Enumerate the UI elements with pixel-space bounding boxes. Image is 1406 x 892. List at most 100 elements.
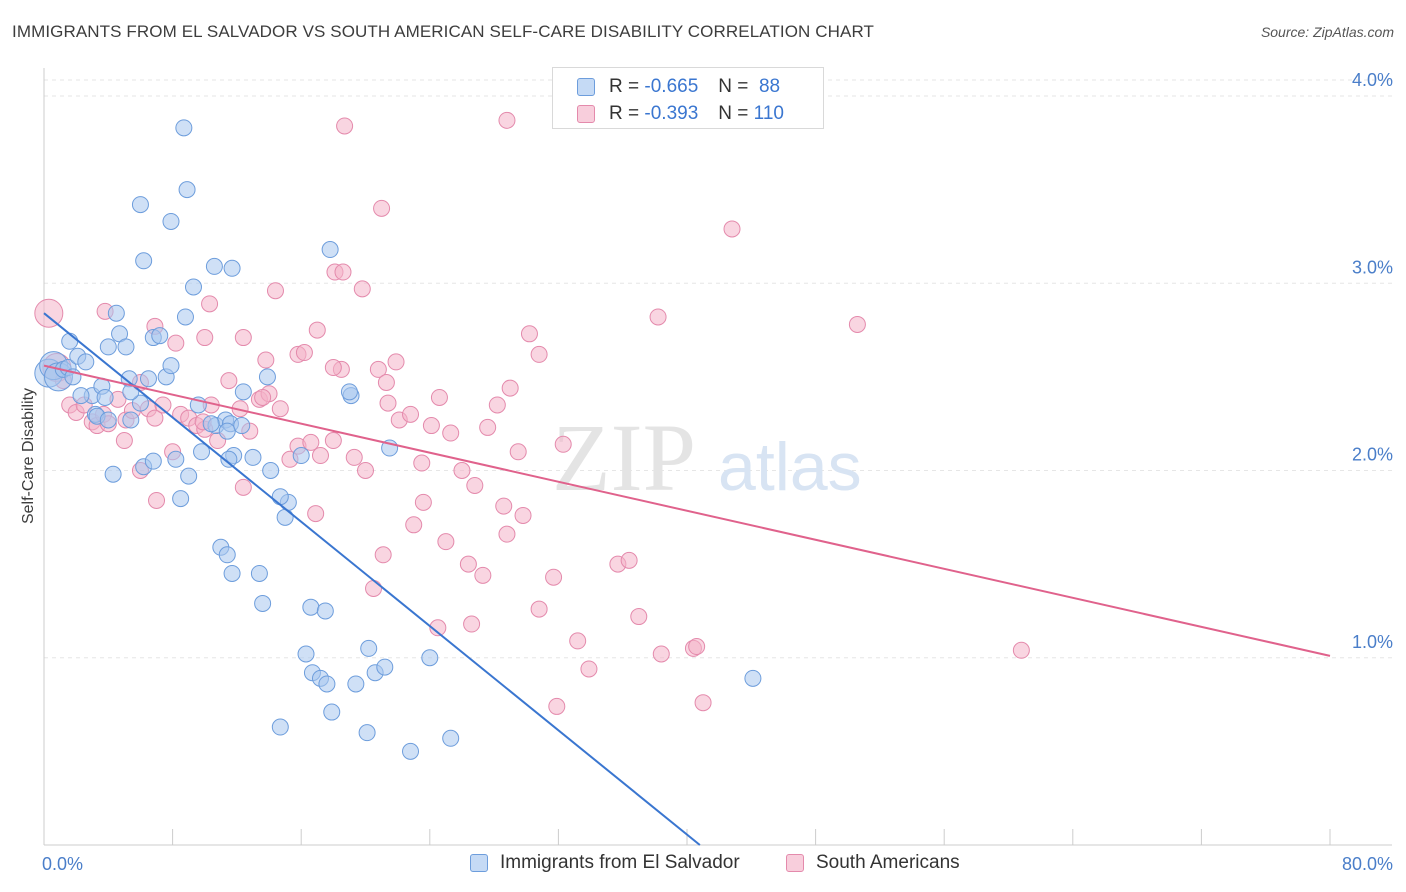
south-americans-point bbox=[220, 372, 238, 390]
trend-lines bbox=[43, 312, 1331, 846]
el-salvador-point bbox=[122, 411, 140, 429]
south-americans-point bbox=[308, 321, 326, 339]
legend-swatch-blue bbox=[577, 78, 595, 96]
x-tick-label: 0.0% bbox=[42, 854, 83, 874]
south-americans-point bbox=[345, 448, 363, 466]
south-americans-point bbox=[723, 220, 741, 238]
el-salvador-point bbox=[360, 639, 378, 657]
series-swatch-pink bbox=[786, 854, 804, 872]
el-salvador-point bbox=[234, 383, 252, 401]
el-salvador-trend-line bbox=[43, 312, 701, 846]
el-salvador-point bbox=[347, 675, 365, 693]
el-salvador-point bbox=[262, 462, 280, 479]
el-salvador-point bbox=[184, 278, 202, 296]
south-americans-point bbox=[545, 568, 563, 586]
south-americans-point bbox=[463, 615, 481, 633]
el-salvador-point bbox=[318, 675, 336, 693]
el-salvador-point bbox=[107, 304, 125, 322]
el-salvador-point bbox=[276, 508, 294, 526]
south-americans-point bbox=[422, 417, 440, 435]
south-americans-point bbox=[373, 199, 391, 217]
south-americans-points bbox=[34, 111, 1030, 715]
south-americans-point bbox=[554, 435, 572, 453]
south-americans-point bbox=[377, 373, 395, 391]
south-americans-point bbox=[498, 111, 516, 129]
el-salvador-point bbox=[167, 450, 185, 468]
south-americans-point bbox=[474, 566, 492, 584]
legend-n-label: N = bbox=[718, 103, 749, 124]
el-salvador-point bbox=[175, 119, 193, 137]
south-americans-point bbox=[374, 546, 392, 564]
legend-row-el-salvador: R = -0.665 N = 88 bbox=[577, 76, 780, 98]
south-americans-point bbox=[148, 491, 166, 509]
el-salvador-point bbox=[254, 594, 272, 612]
south-americans-point bbox=[466, 476, 484, 494]
el-salvador-point bbox=[258, 368, 276, 386]
el-salvador-point bbox=[271, 718, 289, 736]
el-salvador-point bbox=[117, 338, 135, 356]
south-americans-point bbox=[580, 660, 598, 678]
south-americans-point bbox=[254, 388, 272, 406]
el-salvador-point bbox=[316, 602, 334, 620]
south-americans-point bbox=[167, 334, 185, 352]
axes bbox=[43, 68, 1392, 846]
el-salvador-point bbox=[205, 257, 223, 275]
chart-title: IMMIGRANTS FROM EL SALVADOR VS SOUTH AME… bbox=[12, 22, 875, 41]
south-americans-point bbox=[498, 525, 516, 543]
el-salvador-point bbox=[172, 490, 190, 508]
south-americans-point bbox=[509, 443, 527, 461]
el-salvador-point bbox=[250, 564, 268, 582]
watermark-zip: ZIP bbox=[552, 404, 696, 511]
el-salvador-point bbox=[220, 450, 238, 468]
el-salvador-points bbox=[34, 119, 762, 760]
south-americans-point bbox=[234, 478, 252, 496]
y-tick-label: 4.0% bbox=[1352, 70, 1393, 90]
legend-row-south-americans: R = -0.393 N = 110 bbox=[577, 103, 784, 125]
el-salvador-point bbox=[233, 417, 251, 435]
gridlines bbox=[44, 79, 1392, 659]
south-americans-point bbox=[257, 351, 275, 369]
south-americans-point bbox=[334, 263, 352, 281]
legend-swatch-pink bbox=[577, 105, 595, 123]
south-americans-point bbox=[34, 298, 64, 328]
south-americans-point bbox=[437, 533, 455, 551]
south-americans-point bbox=[295, 344, 313, 362]
south-americans-point bbox=[336, 117, 354, 135]
series-legend-south-americans: South Americans bbox=[786, 852, 960, 874]
south-americans-point bbox=[694, 694, 712, 712]
south-americans-point bbox=[357, 462, 374, 479]
y-tick-label: 3.0% bbox=[1352, 257, 1393, 277]
south-americans-point bbox=[154, 396, 172, 414]
south-americans-point bbox=[620, 551, 638, 569]
south-americans-point bbox=[307, 505, 325, 523]
south-americans-point bbox=[387, 353, 405, 371]
el-salvador-point bbox=[442, 729, 460, 747]
watermark-atlas: atlas bbox=[718, 429, 862, 505]
south-americans-point bbox=[548, 697, 566, 715]
el-salvador-point bbox=[151, 327, 169, 345]
el-salvador-point bbox=[421, 649, 439, 667]
south-americans-point bbox=[495, 497, 513, 515]
series-label-el-salvador: Immigrants from El Salvador bbox=[500, 852, 740, 873]
south-americans-point bbox=[353, 280, 371, 298]
south-americans-point bbox=[402, 405, 420, 423]
south-americans-point bbox=[453, 462, 471, 479]
el-salvador-point bbox=[244, 448, 262, 466]
south-americans-point bbox=[271, 400, 289, 418]
south-americans-point bbox=[369, 360, 387, 378]
y-tick-label: 2.0% bbox=[1352, 445, 1393, 465]
south-americans-trend-line bbox=[43, 364, 1331, 657]
south-americans-point bbox=[430, 388, 448, 406]
el-salvador-point bbox=[77, 353, 95, 371]
legend-r-label: R = bbox=[609, 103, 640, 124]
south-americans-point bbox=[311, 447, 329, 465]
chart-source: Source: ZipAtlas.com bbox=[1260, 24, 1394, 40]
legend-n-value: 88 bbox=[758, 76, 781, 97]
south-americans-point bbox=[459, 555, 477, 573]
el-salvador-point bbox=[323, 703, 341, 721]
south-americans-point bbox=[413, 454, 431, 472]
el-salvador-point bbox=[180, 467, 198, 485]
south-americans-point bbox=[146, 409, 164, 427]
south-americans-point bbox=[649, 308, 667, 326]
south-americans-point bbox=[530, 345, 548, 363]
